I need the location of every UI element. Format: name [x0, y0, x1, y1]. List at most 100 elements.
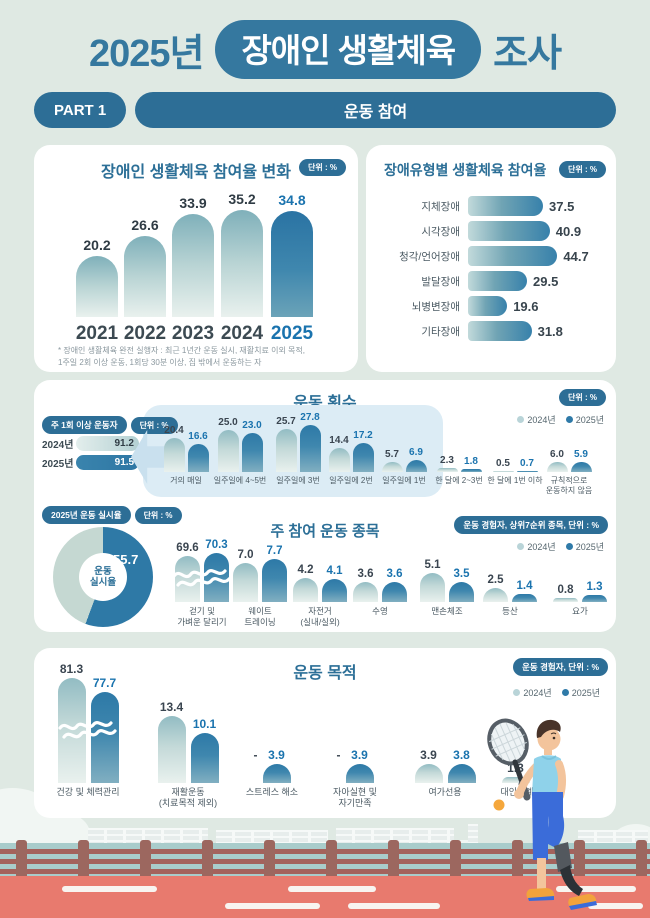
category-label: 일주일에 2번	[329, 476, 373, 485]
bar-column: 1.8	[460, 455, 482, 472]
bar-group: 5.7 6.9	[369, 447, 439, 472]
value-2025: 23.0	[242, 420, 262, 432]
legend-item: 2025년	[561, 686, 600, 699]
bar-value: 34.8	[278, 192, 306, 209]
bar	[468, 196, 543, 216]
value-2025: 1.3	[586, 580, 603, 593]
bar	[221, 210, 263, 317]
bar-2024	[233, 562, 258, 602]
bar-2025	[460, 468, 482, 472]
bar	[468, 246, 558, 266]
bar-2024	[328, 447, 350, 472]
donut-value: 55.7	[113, 552, 139, 567]
value-2025: 3.6	[386, 567, 403, 580]
legend-item: 2024년	[513, 686, 552, 699]
bar-2024	[217, 429, 239, 472]
fence-post	[78, 840, 89, 890]
category-label: 시각장애	[421, 225, 460, 238]
bar-value: 29.5	[533, 273, 559, 289]
bar-column: 5.1	[420, 559, 445, 602]
category-label: 걷기 및 가벼운 달리기	[177, 606, 227, 627]
category-label: 거의 매일	[170, 476, 202, 485]
value-2024: 13.4	[159, 700, 184, 714]
category-label: 한 달에 1번 이하	[487, 476, 543, 485]
bar-column: 81.3	[57, 662, 86, 783]
type-bar-row: 시각장애 40.9	[376, 220, 610, 242]
value-2024: 3.6	[357, 567, 374, 580]
bar-2024	[553, 597, 578, 602]
weekly-summary-badge: 주 1회 이상 운동자	[42, 416, 127, 434]
value-2025: 1.8	[464, 455, 478, 467]
type-bar-row: 발달장애 29.5	[376, 270, 610, 292]
track-lane-mark	[556, 886, 636, 892]
card-participation-trend: 장애인 생활체육 참여율 변화 단위 : % 20.2 2021 26.6 2022 3…	[34, 145, 358, 372]
legend-item: 2024년	[517, 540, 556, 553]
sports-grouped-bar-chart: 69.6 70.3 걷기 및 가벼운 달리기 7.0 7.7 웨이트 트레이닝 4.2 4.1…	[34, 380, 616, 632]
skyline-buildings	[88, 828, 208, 845]
bar-2024	[57, 677, 86, 783]
legend-dot-2024	[517, 543, 525, 550]
category-label: 2024	[220, 323, 264, 344]
fence-rail	[0, 849, 650, 854]
bar	[172, 213, 214, 317]
weekly-summary-row: 2025년 91.5	[42, 454, 192, 470]
category-label: 스트레스 해소	[245, 787, 299, 797]
card-exercise-frequency: 운동 횟수 단위 : % 2024년 2025년 주 1회 이상 운동자 단위 :…	[34, 380, 616, 632]
category-label: 재활운동 (치료목적 제외)	[158, 787, 218, 809]
category-label: 웨이트 트레이닝	[244, 606, 276, 627]
bar-column: 4.2	[293, 564, 318, 602]
bar-2025	[512, 594, 537, 602]
bar-column: 25.0	[217, 417, 239, 472]
bar-column: 3.9	[345, 748, 374, 783]
bar-2025	[241, 433, 263, 472]
bar-group: 2.5 1.4	[472, 574, 548, 602]
bar-column: 3.9	[262, 748, 291, 783]
bar-2024	[420, 573, 445, 602]
bar-column: 69.6	[175, 542, 200, 602]
category-label: 지체장애	[421, 200, 460, 213]
skyline-buildings	[578, 830, 648, 845]
value-2024: 14.4	[329, 434, 349, 446]
scope-badge: 운동 경험자, 상위7순위 종목, 단위 : %	[454, 516, 608, 534]
fence-post	[326, 840, 337, 890]
bar-group: 14.4 17.2	[316, 430, 386, 472]
bar	[271, 211, 313, 317]
category-label: 요가	[572, 606, 588, 616]
value-2024: 69.6	[176, 542, 199, 554]
bar-column: 5.9	[570, 449, 592, 472]
tennis-player-illustration	[487, 718, 597, 910]
legend-item: 2025년	[565, 540, 604, 553]
track-lane-mark	[348, 903, 440, 909]
unit-badge: 단위 : %	[134, 506, 182, 524]
bar-value: 31.8	[537, 323, 563, 339]
weekly-bar: 91.5	[76, 454, 140, 470]
bar-value: 37.5	[549, 198, 575, 214]
category-label: 등산	[502, 606, 518, 616]
trend-bar-column: 26.6	[121, 217, 169, 317]
value-2024: 3.9	[420, 747, 437, 762]
bar-column: 3.6	[382, 568, 407, 602]
trend-bar-column: 20.2	[73, 237, 121, 317]
bar-group: -3.9	[310, 748, 400, 783]
bar-column: 10.1	[190, 717, 219, 783]
value-2025: 5.9	[574, 449, 588, 461]
trend-bar-column: 33.9	[169, 195, 217, 317]
track-lane-mark	[62, 886, 157, 892]
track-lane-mark	[588, 903, 643, 909]
category-label: 자아실현 및 자기만족	[333, 787, 377, 809]
legend-dot-2024	[517, 416, 525, 423]
weekly-value: 91.5	[114, 456, 135, 468]
bar-column: 6.0	[546, 449, 568, 472]
type-bar-chart: 지체장애 37.5 시각장애 40.9 청각/언어장애 44.7 발달장애 29.5 뇌병변장애…	[366, 145, 616, 372]
part-title: 운동 참여	[343, 104, 408, 121]
value-2025: 4.1	[326, 565, 343, 578]
bar-2024	[157, 716, 186, 783]
legend: 2024년 2025년	[517, 413, 604, 426]
value-2024: 2.5	[487, 574, 504, 586]
bar-value: 19.6	[513, 298, 539, 314]
unit-badge: 단위 : %	[299, 159, 346, 176]
bar-2024	[275, 428, 297, 472]
legend-label: 2024년	[527, 415, 556, 425]
part-label: PART 1	[34, 92, 127, 128]
